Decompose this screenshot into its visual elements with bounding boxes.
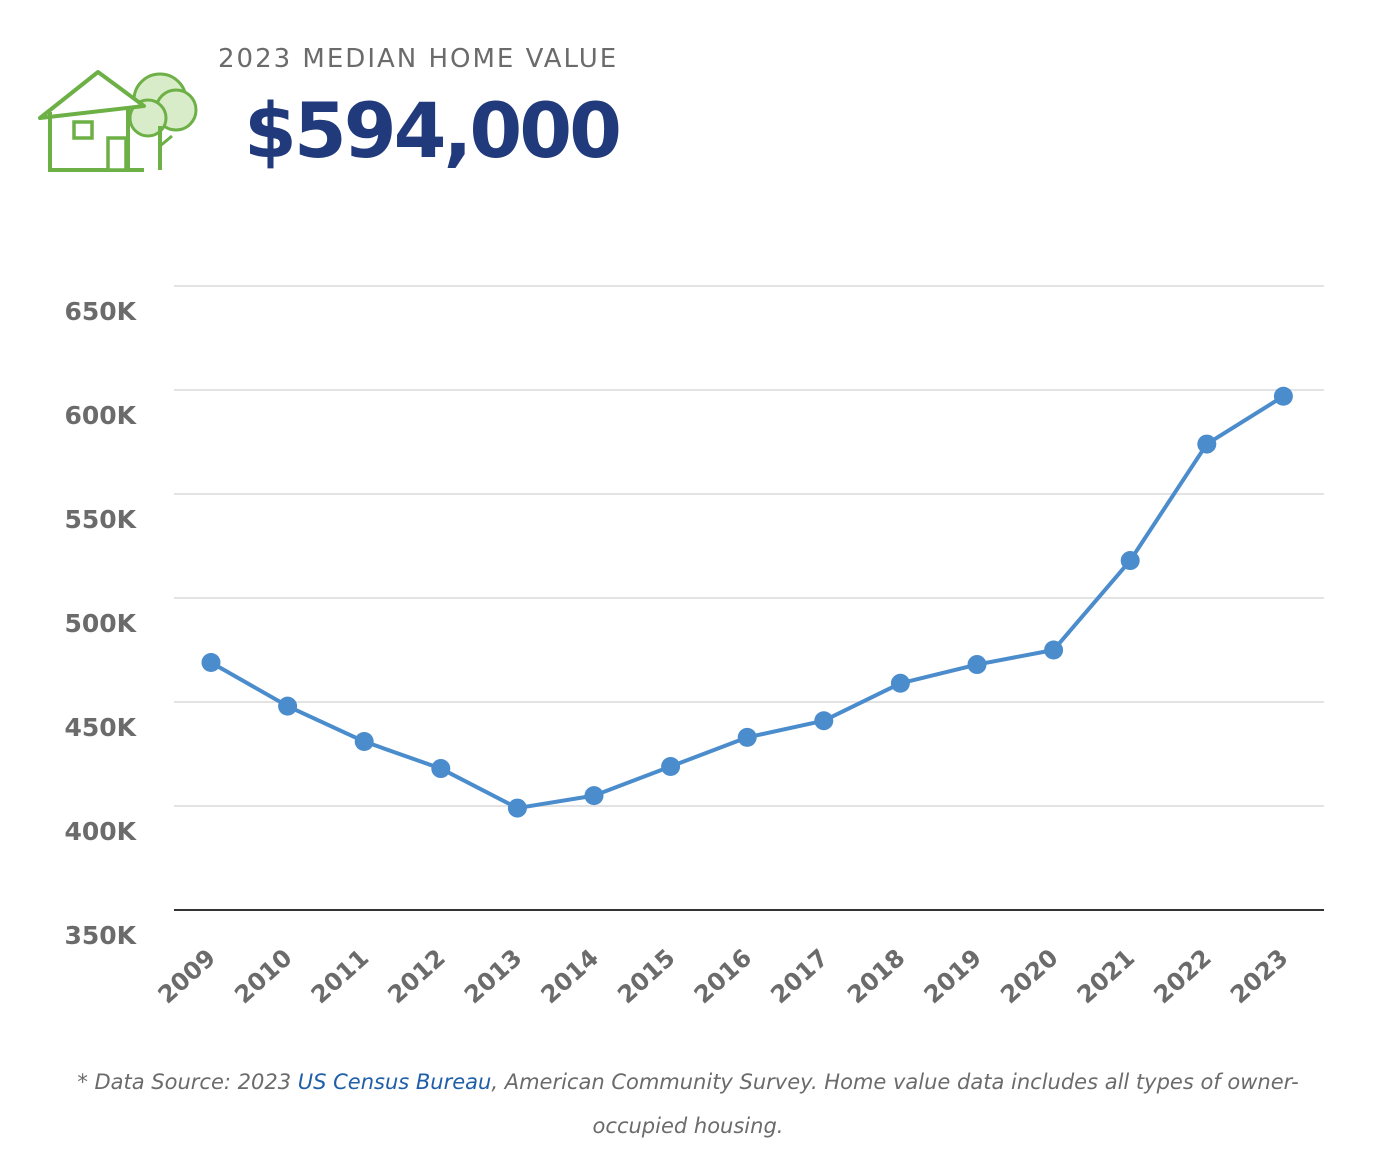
series-line — [201, 386, 1293, 818]
x-tick-label: 2017 — [765, 944, 833, 1010]
data-point[interactable] — [584, 786, 604, 806]
data-point[interactable] — [201, 652, 221, 672]
x-tick-label: 2021 — [1072, 944, 1140, 1010]
y-tick-label: 500K — [64, 609, 137, 638]
house-tree-icon — [38, 70, 198, 172]
data-point[interactable] — [737, 727, 757, 747]
x-tick-label: 2018 — [842, 944, 910, 1010]
data-point[interactable] — [661, 756, 681, 776]
x-tick-label: 2023 — [1225, 944, 1293, 1010]
footnote-prefix: * Data Source: 2023 — [77, 1070, 298, 1094]
y-tick-label: 650K — [64, 297, 137, 326]
y-tick-label: 600K — [64, 401, 137, 430]
x-tick-label: 2012 — [382, 944, 450, 1010]
x-tick-label: 2009 — [153, 944, 221, 1010]
data-point[interactable] — [507, 798, 527, 818]
header: 2023 MEDIAN HOME VALUE $594,000 — [0, 0, 1376, 200]
x-tick-label: 2015 — [612, 944, 680, 1010]
x-tick-label: 2020 — [995, 944, 1063, 1010]
data-point[interactable] — [1044, 640, 1064, 660]
x-axis: 2009 2010 2011 2012 2013 2014 2015 2016 2017 2018… — [153, 944, 1294, 1010]
footnote: * Data Source: 2023 US Census Bureau, Am… — [40, 1060, 1336, 1148]
footnote-suffix: , American Community Survey. Home value … — [491, 1070, 1299, 1138]
census-bureau-link[interactable]: US Census Bureau — [297, 1070, 492, 1094]
y-tick-label: 550K — [64, 505, 137, 534]
stat-value: $594,000 — [244, 86, 622, 175]
stat-label: 2023 MEDIAN HOME VALUE — [218, 44, 619, 74]
x-tick-label: 2010 — [229, 944, 297, 1010]
data-point[interactable] — [278, 696, 298, 716]
data-point[interactable] — [1273, 386, 1293, 406]
data-point[interactable] — [431, 759, 451, 779]
x-tick-label: 2019 — [919, 944, 987, 1010]
data-point[interactable] — [967, 655, 987, 675]
data-point[interactable] — [1197, 434, 1217, 454]
y-axis: 350K 400K 450K 500K 550K 600K 650K — [64, 297, 137, 950]
x-tick-label: 2016 — [689, 944, 757, 1010]
y-tick-label: 350K — [64, 921, 137, 950]
x-tick-label: 2013 — [459, 944, 527, 1010]
data-point[interactable] — [354, 732, 374, 752]
x-tick-label: 2014 — [536, 944, 604, 1010]
data-point[interactable] — [890, 673, 910, 693]
data-point[interactable] — [814, 711, 834, 731]
y-tick-label: 450K — [64, 713, 137, 742]
x-tick-label: 2011 — [306, 944, 374, 1010]
y-tick-label: 400K — [64, 817, 137, 846]
data-point[interactable] — [1120, 551, 1140, 571]
x-tick-label: 2022 — [1148, 944, 1216, 1010]
grid-lines — [174, 285, 1324, 911]
